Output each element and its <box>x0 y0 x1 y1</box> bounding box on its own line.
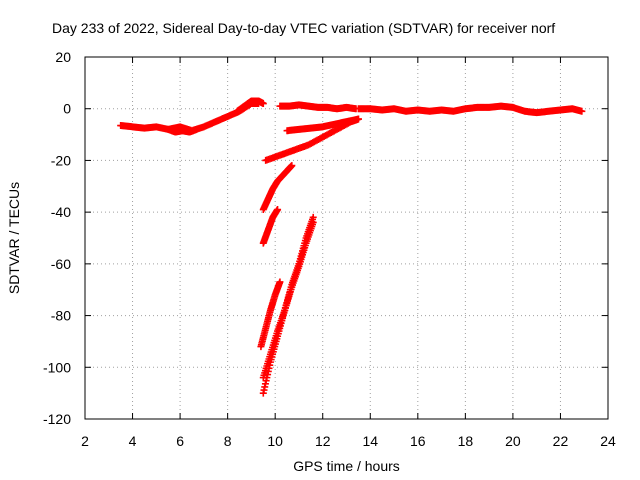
x-tick-label: 24 <box>600 433 616 449</box>
x-tick-label: 12 <box>315 433 331 449</box>
data-point <box>354 115 362 123</box>
x-tick-label: 6 <box>176 433 184 449</box>
y-tick-label: -60 <box>51 256 71 272</box>
chart-title: Day 233 of 2022, Sidereal Day-to-day VTE… <box>52 20 555 36</box>
y-tick-label: -80 <box>51 308 71 324</box>
data-point <box>274 206 282 214</box>
x-tick-label: 14 <box>362 433 378 449</box>
y-tick-label: 0 <box>63 101 71 117</box>
y-tick-label: -20 <box>51 152 71 168</box>
y-tick-label: -120 <box>43 411 71 427</box>
data-point <box>352 105 360 113</box>
x-tick-label: 2 <box>81 433 89 449</box>
x-tick-label: 8 <box>224 433 232 449</box>
plot-frame <box>84 56 609 420</box>
data-point <box>309 218 317 226</box>
y-axis-label: SDTVAR / TECUs <box>6 182 22 294</box>
x-tick-label: 10 <box>267 433 283 449</box>
data-points <box>117 97 586 397</box>
axis-ticks: 2 4 6 8 10 12 14 16 18 20 22 24-120-100-80-60-40-20… <box>43 49 616 449</box>
x-tick-label: 22 <box>553 433 569 449</box>
data-point <box>259 100 267 108</box>
grid <box>85 57 608 419</box>
x-axis-label: GPS time / hours <box>293 458 400 474</box>
y-tick-label: -100 <box>43 359 71 375</box>
data-point <box>578 107 586 115</box>
y-tick-label: -40 <box>51 204 71 220</box>
x-tick-label: 4 <box>129 433 137 449</box>
data-point <box>193 125 201 133</box>
data-point <box>276 278 284 286</box>
x-tick-label: 18 <box>458 433 474 449</box>
x-tick-label: 20 <box>505 433 521 449</box>
data-point <box>288 162 296 170</box>
x-tick-label: 16 <box>410 433 426 449</box>
y-tick-label: 20 <box>55 49 71 65</box>
